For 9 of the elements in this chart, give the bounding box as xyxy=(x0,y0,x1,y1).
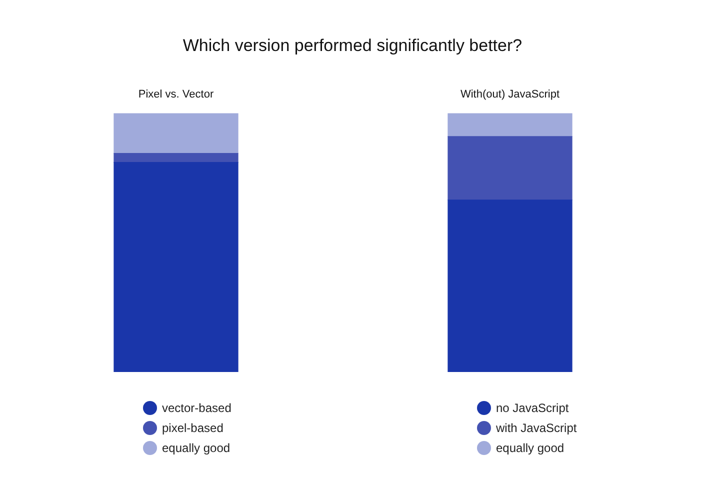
legend-label: no JavaScript xyxy=(496,401,569,415)
legend-label: equally good xyxy=(162,441,230,455)
chart-subtitle: Pixel vs. Vector xyxy=(138,88,214,101)
text: Which version performed significantly better? xyxy=(182,36,524,56)
legend-label: pixel-based xyxy=(162,421,224,435)
chart-subtitle: With(out) JavaScript xyxy=(460,88,560,101)
legend-label: with JavaScript xyxy=(496,421,577,435)
legend-label: equally good xyxy=(496,441,564,455)
legend-label: vector-based xyxy=(162,401,232,415)
